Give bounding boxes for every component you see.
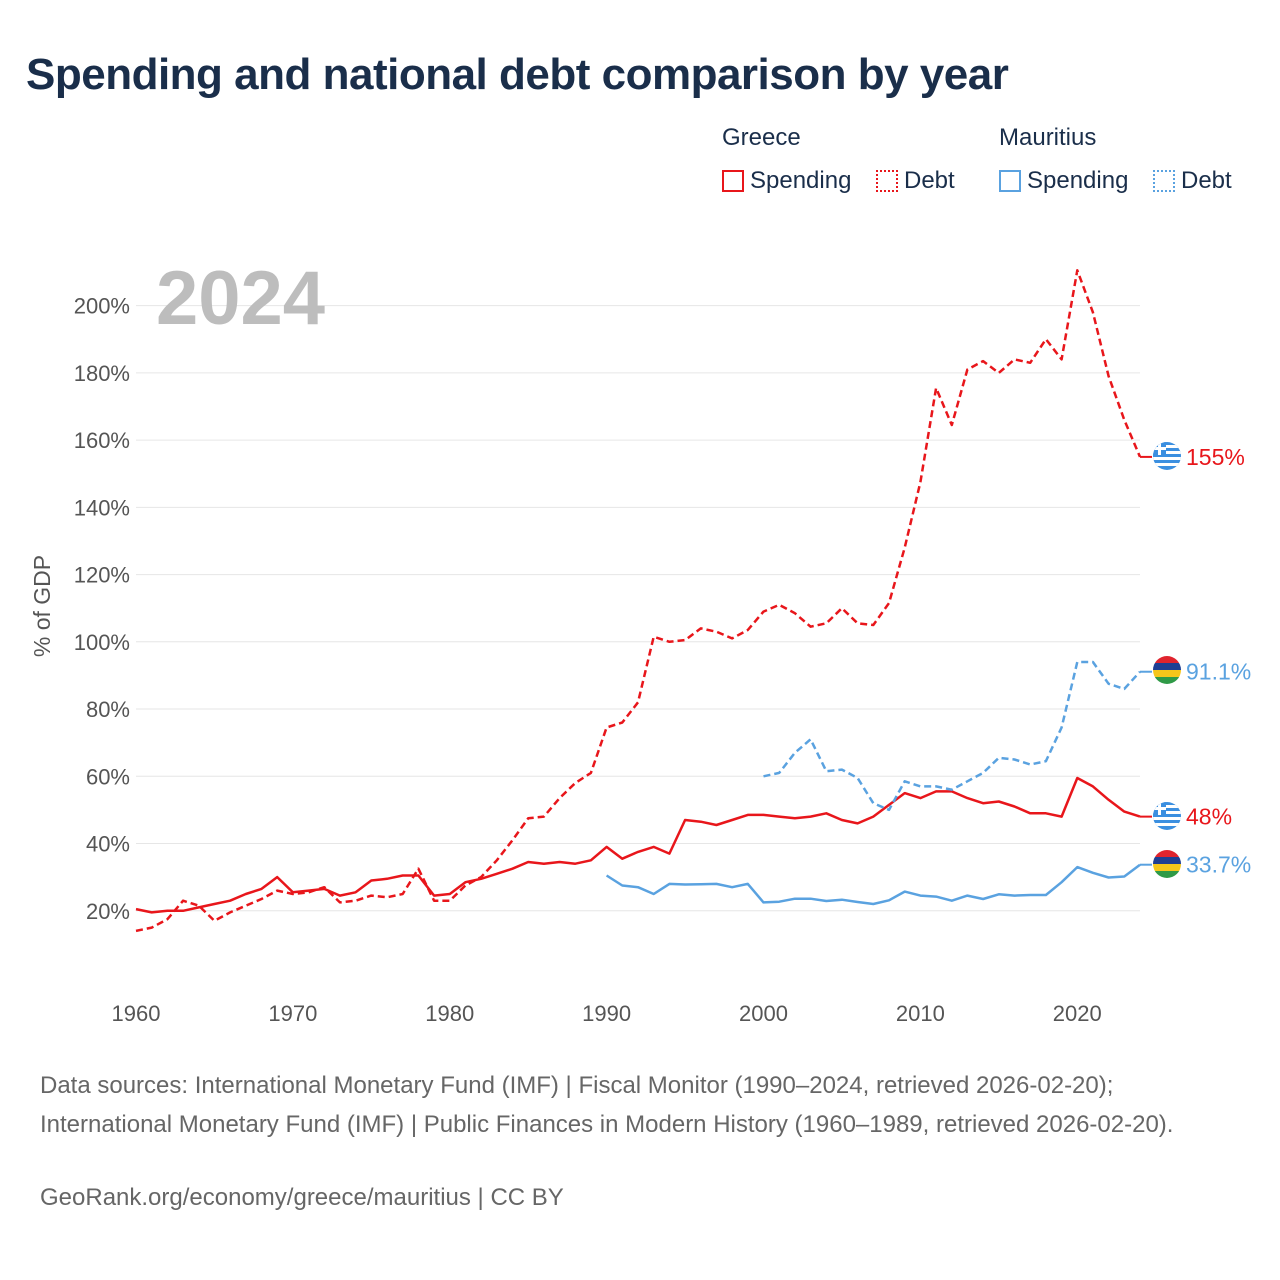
y-tick-label: 20% xyxy=(86,899,130,924)
legend-swatch-solid-icon xyxy=(722,170,744,192)
y-tick-label: 200% xyxy=(74,294,130,319)
end-label-greece-spending: 48% xyxy=(1186,804,1232,830)
legend-item-mauritius-debt[interactable]: Debt xyxy=(1153,166,1232,196)
axes: 20% 40% 60% 80% 100% 120% 140% 160% 180% 200% 1960… xyxy=(74,294,1102,1026)
legend-swatch-solid-icon xyxy=(999,170,1021,192)
legend-group-greece: Greece xyxy=(722,124,801,151)
data-sources: Data sources: International Monetary Fun… xyxy=(40,1072,1174,1138)
x-tick-label: 1960 xyxy=(112,1001,161,1026)
greece-flag-icon xyxy=(1153,442,1181,470)
series-line-greece-debt[interactable] xyxy=(135,269,1142,933)
line-chart: 20% 40% 60% 80% 100% 120% 140% 160% 180% 200% 1960… xyxy=(29,256,1251,1026)
legend-label: Spending xyxy=(750,167,852,194)
y-tick-label: 160% xyxy=(74,428,130,453)
legend-label: Debt xyxy=(904,167,955,194)
legend-item-greece-debt[interactable]: Debt xyxy=(876,166,955,196)
legend-item-greece-spending[interactable]: Spending xyxy=(722,166,851,196)
series-line-mauritius-debt[interactable] xyxy=(763,660,1141,812)
x-tick-label: 1970 xyxy=(268,1001,317,1026)
y-tick-label: 120% xyxy=(74,563,130,588)
mauritius-flag-icon xyxy=(1153,656,1181,684)
y-tick-label: 180% xyxy=(74,361,130,386)
y-tick-label: 80% xyxy=(86,697,130,722)
chart-title: Spending and national debt comparison by… xyxy=(26,50,1009,99)
y-tick-label: 140% xyxy=(74,495,130,520)
y-tick-label: 60% xyxy=(86,764,130,789)
series-line-mauritius-spending[interactable] xyxy=(605,863,1141,906)
legend-swatch-dotted-icon xyxy=(876,170,898,192)
legend-item-mauritius-spending[interactable]: Spending xyxy=(999,166,1128,196)
end-label-mauritius-debt: 91.1% xyxy=(1186,659,1251,685)
end-label-mauritius-spending: 33.7% xyxy=(1186,852,1251,878)
x-tick-label: 2000 xyxy=(739,1001,788,1026)
x-tick-label: 2010 xyxy=(896,1001,945,1026)
credit-link[interactable]: GeoRank.org/economy/greece/mauritius | C… xyxy=(40,1184,564,1211)
series xyxy=(135,269,1152,933)
series-line-greece-spending[interactable] xyxy=(135,776,1141,914)
y-axis-label: % of GDP xyxy=(29,555,55,657)
legend-label: Debt xyxy=(1181,167,1232,194)
end-labels: 155% 48% 91.1% 33.7% xyxy=(1186,444,1251,878)
grid xyxy=(136,305,1140,912)
x-tick-label: 1990 xyxy=(582,1001,631,1026)
x-tick-label: 2020 xyxy=(1053,1001,1102,1026)
end-label-greece-debt: 155% xyxy=(1186,444,1245,470)
x-tick-label: 1980 xyxy=(425,1001,474,1026)
legend-group-mauritius: Mauritius xyxy=(999,124,1097,151)
y-tick-label: 100% xyxy=(74,630,130,655)
legend-swatch-dotted-icon xyxy=(1153,170,1175,192)
mauritius-flag-icon xyxy=(1153,850,1181,878)
y-tick-label: 40% xyxy=(86,832,130,857)
greece-flag-icon xyxy=(1153,802,1181,830)
legend-label: Spending xyxy=(1027,167,1129,194)
year-watermark: 2024 xyxy=(156,256,325,341)
